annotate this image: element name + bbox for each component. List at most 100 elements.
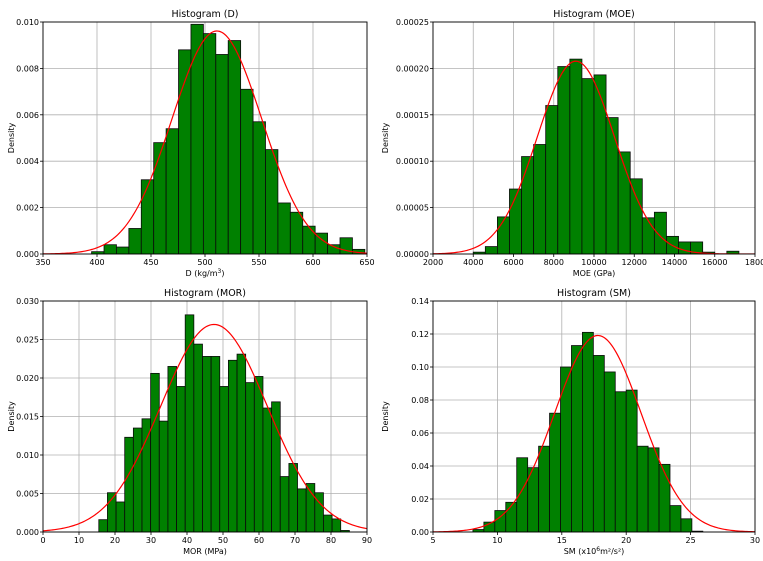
y-axis-label: Density <box>382 123 390 154</box>
histogram-bar <box>167 366 177 532</box>
x-tick-label: 6000 <box>503 258 523 267</box>
histogram-bar <box>582 331 594 532</box>
histogram-bar <box>571 345 583 532</box>
histogram-bar <box>603 371 616 532</box>
chart-title: Histogram (D) <box>171 9 238 20</box>
x-tick-label: 15 <box>557 536 567 545</box>
x-tick-label: 14000 <box>662 258 687 267</box>
x-axis-label: D (kg/m3) <box>186 268 225 278</box>
histogram-bar <box>505 501 518 532</box>
histogram-bar <box>252 121 266 254</box>
histogram-bar <box>277 202 291 254</box>
chart-title: Histogram (SM) <box>557 288 631 299</box>
x-tick-label: 650 <box>359 258 374 267</box>
histogram-bar <box>116 246 130 254</box>
histogram-bar <box>288 463 298 532</box>
chart-title: Histogram (MOE) <box>553 9 634 20</box>
histogram-bar <box>236 353 247 532</box>
normal-fit-curve <box>43 30 367 254</box>
histogram-bar <box>253 376 264 532</box>
x-axis-label: MOR (MPa) <box>183 547 227 556</box>
chart-panel-mor: 0 10 20 30 40 50 60 70 80 90 0.000 0.005 0.010 0.015 0… <box>0 281 382 561</box>
histogram-bar <box>262 407 272 532</box>
histogram-bar <box>265 149 279 254</box>
x-tick-label: 40 <box>182 536 192 545</box>
x-tick-label: 16000 <box>702 258 727 267</box>
y-tick-label: 0.00015 <box>396 111 429 120</box>
histogram-bar <box>690 241 704 254</box>
histogram-bar <box>289 211 304 254</box>
x-axis-label: MOE (GPa) <box>573 269 616 278</box>
histogram-bar <box>297 488 307 532</box>
histogram-bar <box>219 386 229 532</box>
y-axis-label: Density <box>7 123 16 154</box>
x-tick-label: 20 <box>621 536 631 545</box>
y-tick-label: 0.00005 <box>396 204 429 213</box>
y-tick-label: 0.020 <box>16 374 39 383</box>
histogram-bar <box>653 211 667 254</box>
chart-title: Histogram (MOR) <box>164 288 246 299</box>
y-tick-label: 0.12 <box>411 330 429 339</box>
histogram-bar <box>484 246 498 254</box>
x-tick-label: 400 <box>89 258 104 267</box>
y-tick-label: 0.00000 <box>396 250 429 259</box>
histogram-bar <box>184 314 195 532</box>
histogram-bar <box>678 241 691 254</box>
histogram-bar <box>516 457 529 532</box>
y-tick-label: 0.025 <box>16 336 39 345</box>
y-tick-label: 0.02 <box>411 495 429 504</box>
histogram-bar <box>680 518 693 532</box>
histogram-bar <box>193 343 203 532</box>
x-tick-label: 600 <box>305 258 320 267</box>
y-tick-label: 0.015 <box>16 413 39 422</box>
y-tick-label: 0.00025 <box>396 18 429 27</box>
chart-panel-d: 350 400 450 500 550 600 650 0.000 0.002 0.004 0.00… <box>0 0 382 281</box>
y-axis-label: Density <box>7 401 16 432</box>
histogram-bar <box>509 188 522 254</box>
histogram-bar <box>636 445 649 532</box>
x-tick-label: 1800 <box>745 258 763 267</box>
histogram-bar <box>165 128 179 254</box>
histogram-bar <box>202 356 212 532</box>
histogram-bar <box>98 519 108 532</box>
histogram-bar <box>128 228 142 254</box>
histogram-bar <box>641 217 655 254</box>
histogram-bar <box>176 386 186 532</box>
histogram-bar <box>153 142 167 254</box>
histogram-bar <box>190 23 204 254</box>
histogram-bar <box>240 88 254 254</box>
y-tick-label: 0.06 <box>411 429 429 438</box>
histogram-bar <box>669 505 682 532</box>
x-tick-label: 8000 <box>544 258 564 267</box>
y-tick-label: 0.10 <box>411 363 429 372</box>
histogram-bar <box>323 514 333 532</box>
y-tick-label: 0.002 <box>16 204 39 213</box>
histogram-bar <box>140 179 155 254</box>
plot-frame <box>432 300 756 533</box>
y-tick-label: 0.030 <box>16 297 39 306</box>
y-tick-label: 0.000 <box>16 528 39 537</box>
y-tick-label: 0.00020 <box>396 64 429 73</box>
histogram-bar <box>340 530 350 532</box>
x-tick-label: 500 <box>197 258 212 267</box>
y-tick-label: 0.00010 <box>396 157 429 166</box>
x-tick-label: 0 <box>40 536 45 545</box>
x-tick-label: 25 <box>686 536 696 545</box>
x-tick-label: 10000 <box>581 258 606 267</box>
histogram-bar <box>545 105 559 254</box>
histogram-bar <box>605 117 619 254</box>
histogram-bar <box>549 412 561 532</box>
x-tick-label: 2000 <box>423 258 443 267</box>
histogram-mor: 0 10 20 30 40 50 60 70 80 90 0.000 0.005 0.010 0.015 0… <box>7 288 372 556</box>
histogram-bar <box>647 447 660 532</box>
histogram-sm: 5 10 15 20 25 30 0.00 0.02 0.04 0.06 0.08 0.10 0.12 0… <box>382 288 760 556</box>
y-tick-label: 0.005 <box>16 490 39 499</box>
histogram-d: 350 400 450 500 550 600 650 0.000 0.002 0.004 0.00… <box>7 9 375 278</box>
histogram-bar <box>497 216 510 254</box>
histogram-bar <box>614 391 627 532</box>
y-tick-label: 0.08 <box>411 396 429 405</box>
histogram-bar <box>569 58 583 254</box>
histogram-bar <box>227 40 242 254</box>
histogram-bar <box>215 54 229 254</box>
y-tick-label: 0.000 <box>16 250 39 259</box>
